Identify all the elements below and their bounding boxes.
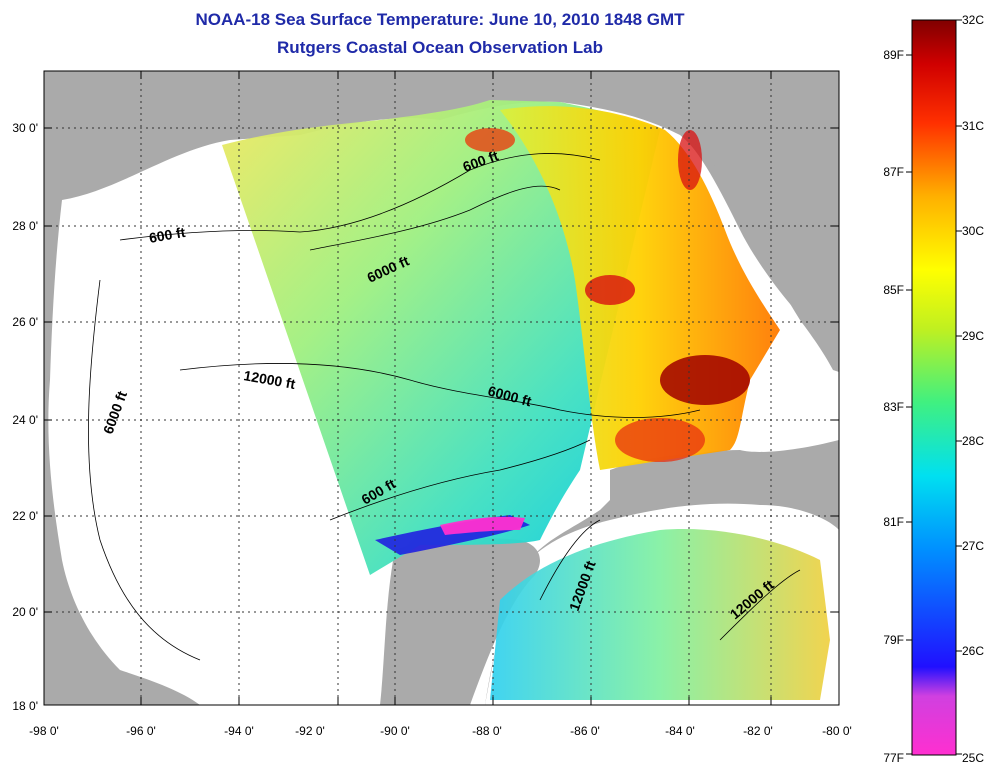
lon-label-94: -94 0': [224, 724, 254, 738]
lon-label-92: -92 0': [295, 724, 325, 738]
cb-label-c-28: 28C: [962, 434, 984, 448]
cb-label-c-25: 25C: [962, 751, 984, 765]
sst-swath-main: [222, 100, 660, 575]
lon-label-80: -80 0': [822, 724, 852, 738]
contour-label-600-west: 600 ft: [148, 224, 187, 246]
lat-label-28: 28 0': [12, 219, 38, 233]
yucatan-land: [380, 538, 540, 705]
lon-label-88: -88 0': [472, 724, 502, 738]
sst-hot-b: [465, 128, 515, 152]
sst-swath-caribbean: [490, 529, 830, 700]
sst-hot-loop: [660, 355, 750, 405]
lat-label-30: 30 0': [12, 121, 38, 135]
lon-label-82: -82 0': [743, 724, 773, 738]
cb-label-f-81: 81F: [883, 515, 904, 529]
lon-label-98: -98 0': [29, 724, 59, 738]
lat-label-18: 18 0': [12, 699, 38, 713]
colorbar-ticks: [906, 19, 962, 755]
cb-label-c-32: 32C: [962, 13, 984, 27]
map-plot-area: [44, 71, 839, 705]
sst-hot-a: [585, 275, 635, 305]
cb-label-f-87: 87F: [883, 165, 904, 179]
colorbar-gradient: [911, 19, 957, 756]
cb-label-f-79: 79F: [883, 633, 904, 647]
map-subtitle: Rutgers Coastal Ocean Observation Lab: [277, 38, 603, 57]
map-frame: [43, 70, 840, 706]
florida-land: [690, 71, 839, 372]
sst-hot-c: [678, 130, 702, 190]
cb-label-c-26: 26C: [962, 644, 984, 658]
colorbar: 32C 31C 30C 29C 28C 27C 26C 25C 89F 87F …: [883, 13, 984, 765]
cb-label-f-77: 77F: [883, 751, 904, 765]
lat-label-24: 24 0': [12, 413, 38, 427]
cb-label-c-29: 29C: [962, 329, 984, 343]
cb-label-f-89: 89F: [883, 48, 904, 62]
sst-hot-d: [615, 418, 705, 462]
cb-label-c-31: 31C: [962, 119, 984, 133]
bathymetry-contours: [88, 153, 801, 661]
cb-label-c-30: 30C: [962, 224, 984, 238]
cuba-land: [610, 453, 839, 510]
tick-marks: [44, 71, 839, 705]
lat-label-20: 20 0': [12, 605, 38, 619]
cb-label-f-85: 85F: [883, 283, 904, 297]
lat-label-22: 22 0': [12, 509, 38, 523]
lon-label-86: -86 0': [570, 724, 600, 738]
lon-label-90: -90 0': [380, 724, 410, 738]
graticule: [44, 71, 839, 705]
lon-label-84: -84 0': [665, 724, 695, 738]
sst-cold-core: [440, 516, 525, 535]
map-title: NOAA-18 Sea Surface Temperature: June 10…: [195, 10, 685, 29]
cb-label-f-83: 83F: [883, 400, 904, 414]
lat-label-26: 26 0': [12, 315, 38, 329]
lon-label-96: -96 0': [126, 724, 156, 738]
cb-label-c-27: 27C: [962, 539, 984, 553]
